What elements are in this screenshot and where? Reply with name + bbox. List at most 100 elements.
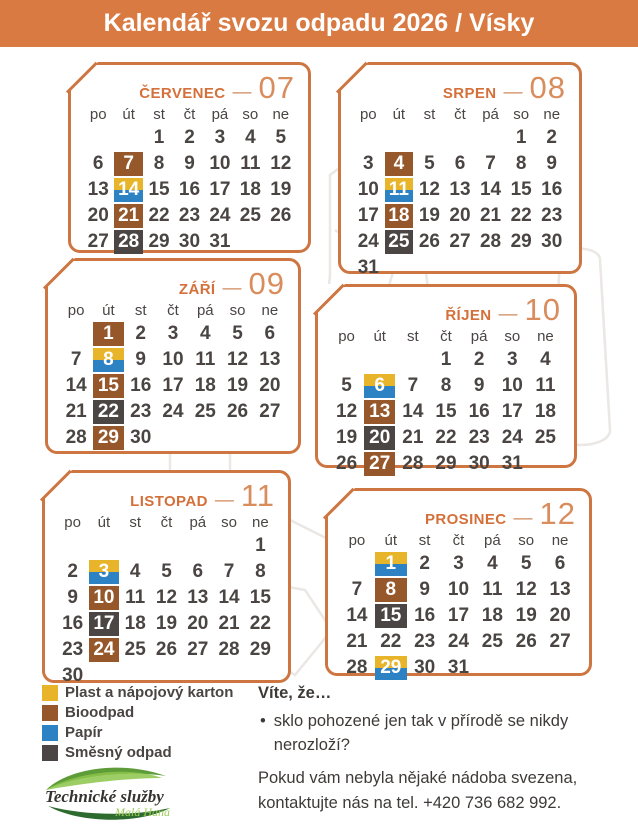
weekday-label: út [384, 532, 398, 549]
day-cell: 26 [270, 205, 292, 226]
day-cell: 15 [148, 179, 170, 200]
day-cell: 12 [270, 153, 292, 174]
leaf-logo-graphic: Technické služby Malá Haná [45, 767, 170, 820]
day-cell: 13 [363, 399, 396, 425]
empty-day-cell [330, 347, 363, 373]
weekday-label: so [504, 328, 521, 345]
day-cell: 2 [546, 127, 557, 148]
day-cell: 27 [187, 639, 209, 660]
month-number: 08 [529, 70, 566, 105]
day-cell: 28 [402, 453, 424, 474]
weekday-label: ne [537, 328, 554, 345]
day-cell: 21 [113, 203, 143, 229]
day-cell: 29 [148, 231, 170, 252]
weekday-label: čt [454, 106, 466, 123]
month-name: PROSINEC [424, 511, 507, 528]
weekday-label: út [102, 302, 115, 319]
day-cell: 16 [178, 179, 201, 200]
day-cell: 23 [62, 639, 84, 660]
day-cell: 9 [473, 375, 485, 396]
month-grid: po út st čt pá so ne 1 2 3 4 5 6 7 8 9 10 11 12 13 14 15 16 17 1… [328, 530, 589, 681]
day-cell: 10 [88, 585, 119, 611]
weekday-label: so [221, 514, 237, 531]
waste-legend: Plast a nápojový karton Bioodpad Papír S… [42, 684, 233, 764]
title-dash: — [498, 304, 518, 325]
weekday-label: so [513, 106, 530, 123]
day-cell: 27 [87, 231, 109, 252]
day-cell: 2 [67, 561, 78, 582]
plast-color-swatch [42, 684, 58, 701]
month-grid: po út st čt pá so ne 1 2 3 4 5 6 7 8 9 10 11 12 13 14 15 16 17 1… [45, 512, 288, 689]
month-number: 10 [524, 292, 561, 327]
day-cell: 3 [167, 323, 179, 344]
day-cell: 29 [249, 639, 271, 660]
papir-color-swatch [42, 724, 58, 741]
day-cell: 19 [515, 605, 537, 626]
day-cell: 13 [449, 179, 471, 200]
day-cell: 25 [384, 229, 415, 255]
day-cell: 3 [453, 553, 464, 574]
day-cell: 24 [162, 401, 184, 422]
day-cell: 30 [130, 427, 152, 448]
weekday-label: pá [189, 514, 207, 531]
month-grid: po út st čt pá so ne 1 2 3 4 5 6 7 8 9 10 11 12 13 14 15 16 17 1… [318, 326, 574, 477]
day-cell: 2 [419, 553, 430, 574]
day-cell: 16 [541, 179, 563, 200]
day-cell: 10 [209, 153, 231, 174]
empty-day-cell [182, 533, 213, 559]
weekday-label: čt [183, 106, 196, 123]
day-cell: 18 [384, 203, 415, 229]
day-cell: 15 [92, 373, 124, 399]
day-cell: 24 [501, 427, 523, 448]
day-cell: 2 [184, 127, 195, 148]
day-cell: 12 [515, 579, 537, 600]
weekday-label: po [359, 106, 377, 123]
day-cell: 4 [199, 323, 211, 344]
day-cell: 27 [549, 631, 571, 652]
weekday-label: st [407, 328, 419, 345]
weekday-label: ne [261, 302, 279, 319]
day-cell: 21 [346, 631, 368, 652]
weekday-label: po [67, 302, 85, 319]
day-cell: 30 [468, 453, 490, 474]
empty-day-cell [340, 551, 374, 577]
day-cell: 4 [245, 127, 256, 148]
day-cell: 31 [357, 257, 379, 278]
day-cell: 24 [209, 205, 231, 226]
day-cell: 26 [336, 453, 358, 474]
weekday-label: pá [470, 328, 488, 345]
empty-day-cell [384, 125, 415, 151]
did-you-know-heading: Víte, že… [258, 684, 332, 702]
contact-note: Pokud vám nebyla nějaké nádoba svezena, … [258, 766, 628, 816]
day-cell: 7 [113, 151, 143, 177]
month-number: 07 [258, 70, 295, 105]
calendar-listopad: LISTOPAD — 11 po út st čt pá so ne 1 2 3 4 5 6 7 8 9 10 1… [42, 470, 291, 686]
month-title: ČERVENEC — 07 [71, 65, 308, 104]
day-cell: 6 [264, 323, 276, 344]
day-cell: 7 [407, 375, 419, 396]
bullet-text: sklo pohozené jen tak v přírodě se nikdy… [273, 712, 569, 754]
day-cell: 21 [218, 613, 240, 634]
day-cell: 18 [124, 613, 146, 634]
title-dash: — [214, 490, 234, 511]
day-cell: 14 [402, 401, 424, 422]
day-cell: 16 [468, 401, 490, 422]
day-cell: 24 [88, 637, 119, 663]
month-name: LISTOPAD [130, 493, 208, 510]
day-cell: 15 [510, 179, 532, 200]
month-grid: po út st čt pá so ne 1 2 3 4 5 6 7 8 9 10 11 12 13 14 15 16 17 1… [71, 104, 308, 255]
day-cell: 8 [153, 153, 165, 174]
day-cell: 21 [65, 401, 87, 422]
day-cell: 17 [162, 375, 184, 396]
month-name: ŘÍJEN [445, 307, 492, 324]
day-cell: 26 [515, 631, 537, 652]
day-cell: 9 [135, 349, 146, 370]
weekday-label: st [153, 106, 165, 123]
day-cell: 30 [178, 231, 201, 252]
day-cell: 7 [485, 153, 496, 174]
legend-label: Směsný odpad [65, 744, 172, 761]
day-cell: 4 [487, 553, 498, 574]
day-cell: 23 [541, 205, 563, 226]
empty-day-cell [213, 533, 244, 559]
day-cell: 22 [92, 399, 124, 425]
